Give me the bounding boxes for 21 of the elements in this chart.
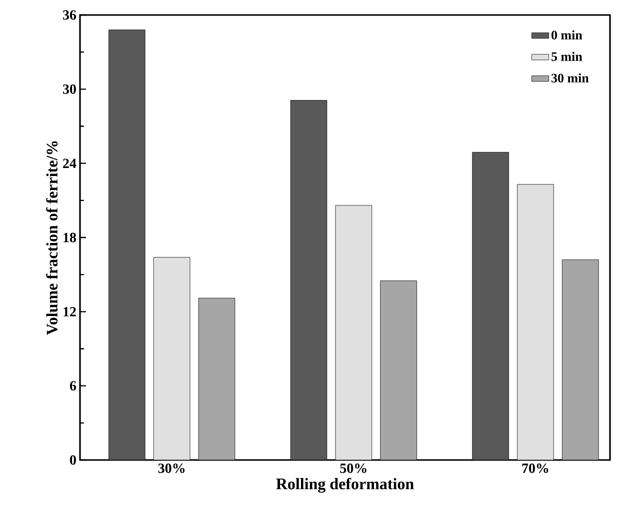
x-tick-label: 50%: [340, 464, 366, 474]
y-tick-label: 30: [63, 84, 76, 94]
x-axis-title: Rolling deformation: [276, 478, 414, 493]
y-tick-label: 0: [70, 455, 76, 465]
x-tick-label: 30%: [158, 464, 185, 474]
bar: [472, 152, 509, 460]
legend-label: 5 min: [552, 52, 582, 61]
y-tick-label: 12: [64, 307, 76, 316]
legend-label: 30 min: [551, 73, 589, 83]
bar: [335, 205, 372, 460]
bar: [153, 257, 190, 460]
bar: [108, 30, 146, 460]
bar: [517, 184, 554, 460]
y-tick-label: 24: [63, 158, 76, 168]
legend-label: 0 min: [551, 30, 582, 40]
x-tick-label: 70%: [522, 464, 548, 474]
y-axis-title: Volume fraction of ferrite/%: [46, 141, 58, 335]
y-tick-label: 18: [64, 232, 76, 242]
bar: [290, 100, 328, 460]
y-tick-label: 36: [63, 10, 76, 20]
y-tick-label: 6: [70, 381, 76, 391]
